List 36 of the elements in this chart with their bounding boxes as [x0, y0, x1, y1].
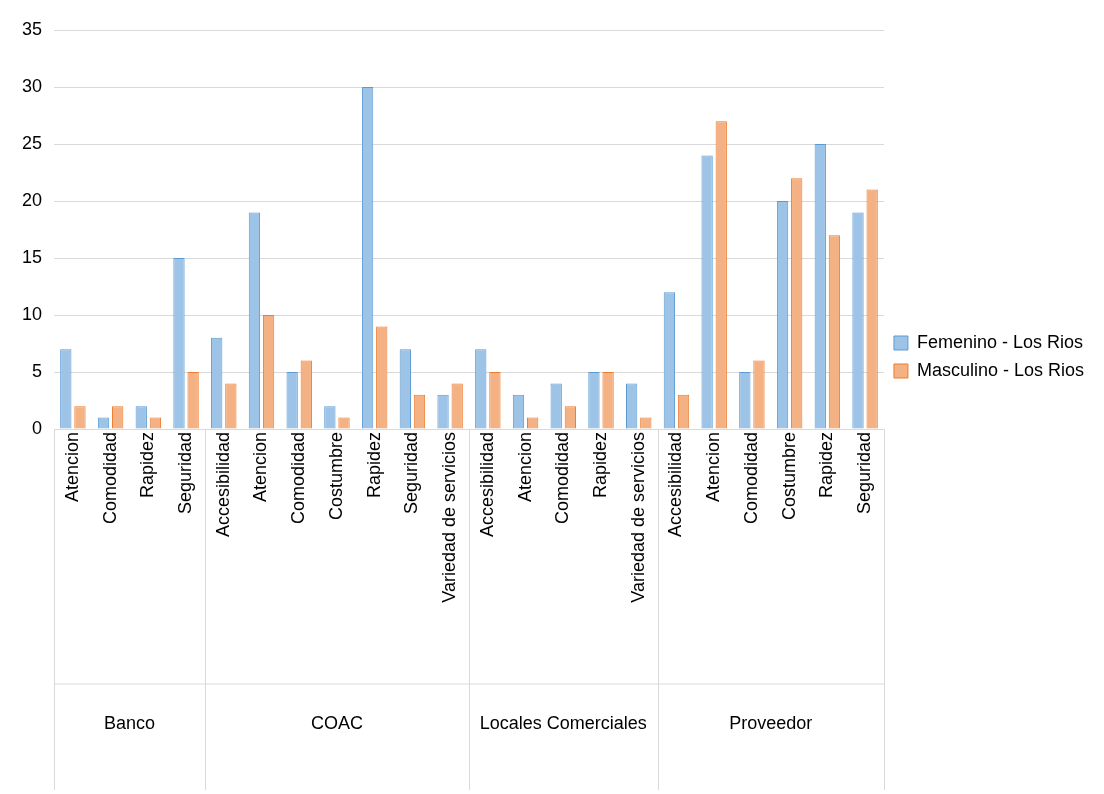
x-tick-label: Comodidad: [288, 432, 309, 525]
x-tick-label: Costumbre: [778, 432, 799, 521]
x-tick-label: Accesibilidad: [212, 432, 233, 538]
y-tick-label: 5: [32, 360, 43, 381]
x-tick-label: Seguridad: [175, 432, 196, 515]
x-tick-label: Rapidez: [137, 432, 158, 499]
x-tick-label: Costumbre: [325, 432, 346, 521]
x-tick-label: Rapidez: [363, 432, 384, 499]
x-tick-label: Atencion: [703, 432, 724, 503]
x-tick-label: Accesibilidad: [476, 432, 497, 538]
y-tick-label: 20: [21, 189, 43, 210]
x-tick-label: Accesibilidad: [665, 432, 686, 538]
text: Banco: [103, 712, 155, 733]
x-tick-label: Rapidez: [816, 432, 837, 499]
text: COAC: [310, 712, 363, 733]
y-tick-label: 35: [21, 18, 43, 39]
x-tick-label: Atencion: [250, 432, 271, 503]
x-tick-label: Variedad de servicios: [439, 432, 460, 603]
y-tick-label: 25: [21, 132, 43, 153]
x-tick-label: Variedad de servicios: [627, 432, 648, 603]
x-tick-label: Comodidad: [99, 432, 120, 525]
x-tick-label: Comodidad: [740, 432, 761, 525]
y-tick-label: 30: [21, 75, 43, 96]
x-tick-label: Seguridad: [401, 432, 422, 515]
x-tick-label: Atencion: [514, 432, 535, 503]
legend-label: Femenino - Los Rios: [916, 331, 1084, 352]
x-tick-label: Seguridad: [854, 432, 875, 515]
text: Proveedor: [729, 712, 813, 733]
text: Locales Comerciales: [479, 712, 647, 733]
y-tick-label: 15: [21, 246, 43, 267]
legend-label: Masculino - Los Rios: [916, 359, 1084, 380]
x-tick-label: Atencion: [61, 432, 82, 503]
y-tick-label: 0: [32, 417, 43, 438]
x-tick-label: Comodidad: [552, 432, 573, 525]
y-tick-label: 10: [21, 303, 43, 324]
x-tick-label: Rapidez: [589, 432, 610, 499]
